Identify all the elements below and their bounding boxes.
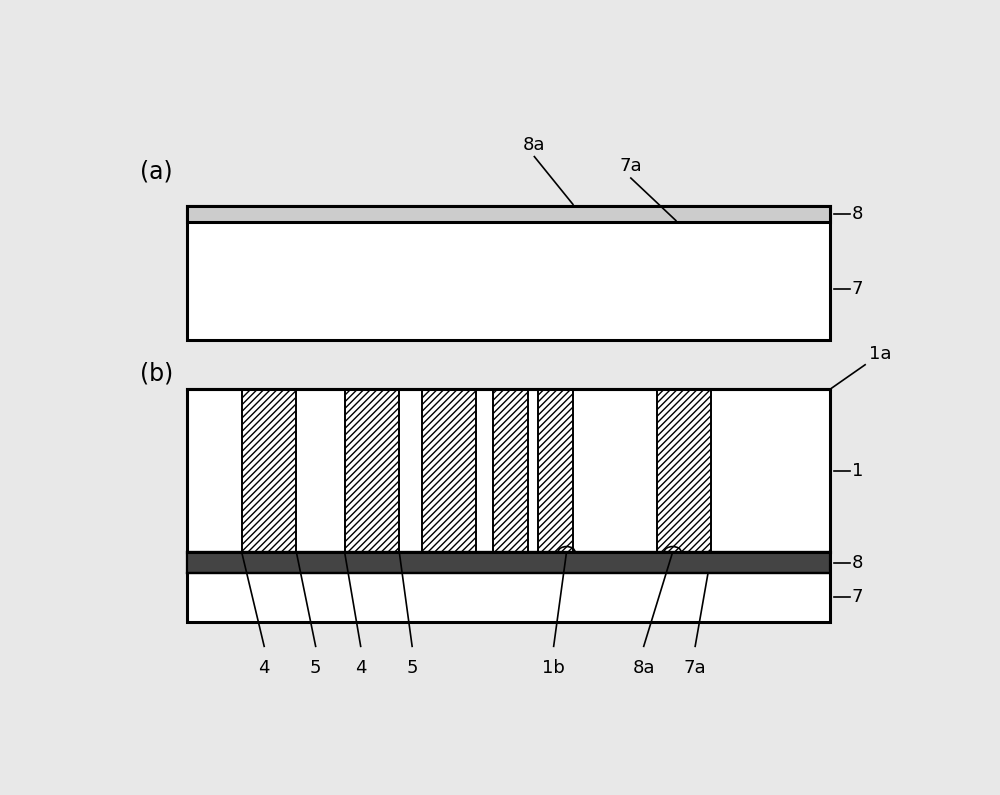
Bar — [657, 390, 711, 552]
Text: 5: 5 — [406, 658, 418, 677]
Bar — [187, 390, 830, 622]
Text: 7a: 7a — [620, 157, 642, 175]
Text: 1b: 1b — [542, 658, 565, 677]
Bar — [187, 552, 830, 573]
Text: 7: 7 — [852, 280, 863, 298]
Text: 1: 1 — [852, 462, 863, 479]
Bar — [345, 390, 399, 552]
Bar — [187, 206, 830, 222]
Bar — [493, 390, 528, 552]
Text: 8: 8 — [852, 204, 863, 223]
Text: 7a: 7a — [684, 658, 706, 677]
Text: 8a: 8a — [523, 136, 546, 153]
Text: 8: 8 — [852, 553, 863, 572]
Text: 5: 5 — [310, 658, 321, 677]
Bar — [422, 390, 476, 552]
Text: 4: 4 — [258, 658, 270, 677]
Text: (a): (a) — [140, 160, 173, 184]
Text: 8a: 8a — [632, 658, 655, 677]
Text: (b): (b) — [140, 362, 174, 386]
Text: 1a: 1a — [869, 345, 892, 363]
Text: 4: 4 — [355, 658, 366, 677]
Bar — [187, 206, 830, 340]
Text: 7: 7 — [852, 588, 863, 607]
Bar — [242, 390, 296, 552]
Bar — [538, 390, 573, 552]
